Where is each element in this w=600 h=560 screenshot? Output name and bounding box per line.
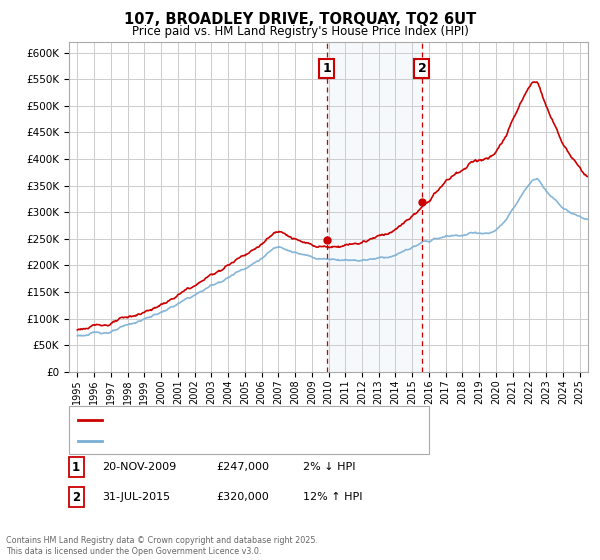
Text: 31-JUL-2015: 31-JUL-2015 — [102, 492, 170, 502]
Text: HPI: Average price, detached house, Torbay: HPI: Average price, detached house, Torb… — [106, 435, 334, 445]
Text: 2% ↓ HPI: 2% ↓ HPI — [303, 462, 355, 472]
Text: £247,000: £247,000 — [216, 462, 269, 472]
Text: 107, BROADLEY DRIVE, TORQUAY, TQ2 6UT: 107, BROADLEY DRIVE, TORQUAY, TQ2 6UT — [124, 12, 476, 27]
Text: Contains HM Land Registry data © Crown copyright and database right 2025.
This d: Contains HM Land Registry data © Crown c… — [6, 536, 318, 556]
Text: Price paid vs. HM Land Registry's House Price Index (HPI): Price paid vs. HM Land Registry's House … — [131, 25, 469, 38]
Text: 1: 1 — [72, 460, 80, 474]
Text: £320,000: £320,000 — [216, 492, 269, 502]
Text: 20-NOV-2009: 20-NOV-2009 — [102, 462, 176, 472]
Bar — [327, 42, 422, 372]
Text: 2: 2 — [72, 491, 80, 504]
Text: 1: 1 — [322, 62, 331, 75]
Text: 12% ↑ HPI: 12% ↑ HPI — [303, 492, 362, 502]
Text: 107, BROADLEY DRIVE, TORQUAY, TQ2 6UT (detached house): 107, BROADLEY DRIVE, TORQUAY, TQ2 6UT (d… — [106, 414, 427, 424]
Text: 2: 2 — [418, 62, 426, 75]
